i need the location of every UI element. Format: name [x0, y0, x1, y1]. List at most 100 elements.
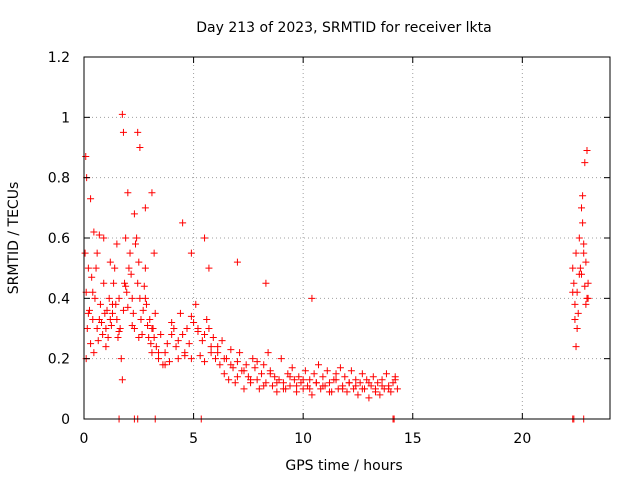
- data-point: [135, 334, 143, 342]
- data-point: [581, 282, 589, 290]
- x-tick-label: 10: [294, 431, 312, 447]
- data-point: [172, 343, 180, 351]
- data-point: [83, 325, 91, 332]
- data-point: [146, 315, 154, 323]
- data-point: [310, 370, 318, 378]
- data-point: [89, 288, 97, 296]
- data-point: [325, 388, 333, 396]
- data-point: [571, 315, 579, 323]
- data-point: [108, 300, 116, 308]
- data-point: [225, 376, 233, 384]
- data-point: [132, 240, 140, 248]
- data-point: [277, 355, 285, 363]
- data-point: [575, 234, 583, 242]
- data-point: [240, 367, 248, 375]
- data-point: [295, 373, 303, 381]
- data-point: [201, 234, 209, 242]
- data-point: [127, 270, 135, 278]
- data-point: [358, 385, 366, 393]
- data-point: [315, 361, 323, 369]
- data-point: [319, 373, 327, 381]
- data-point: [95, 315, 103, 323]
- data-point: [155, 349, 163, 357]
- data-point: [369, 373, 377, 381]
- data-point: [323, 367, 331, 375]
- data-point: [580, 249, 588, 257]
- data-point: [312, 379, 320, 387]
- data-point: [89, 315, 97, 323]
- data-point: [82, 153, 90, 161]
- data-point: [579, 219, 587, 227]
- data-point: [365, 394, 373, 402]
- data-point: [155, 355, 163, 363]
- data-point: [192, 300, 200, 308]
- data-point: [141, 204, 149, 212]
- data-point: [258, 370, 266, 378]
- data-point: [205, 264, 213, 272]
- data-point: [573, 325, 581, 332]
- data-point: [339, 385, 347, 393]
- data-point: [341, 373, 349, 381]
- data-point: [576, 264, 584, 272]
- data-point: [136, 144, 144, 151]
- data-point: [168, 318, 176, 326]
- data-point: [87, 340, 95, 348]
- axis-ticks: 0 0.2 0.4 0.6 0.8 1 1.2 0 5 10 15 20: [48, 50, 610, 447]
- data-point: [119, 306, 127, 314]
- data-point: [378, 376, 386, 384]
- data-point: [141, 264, 149, 272]
- x-tick-label: 5: [189, 431, 198, 447]
- data-point: [118, 376, 126, 384]
- data-point: [301, 367, 309, 375]
- data-point: [121, 279, 129, 287]
- data-point: [584, 294, 592, 302]
- data-point: [91, 294, 99, 302]
- data-point: [141, 294, 149, 302]
- x-tick-label: 0: [80, 431, 89, 447]
- data-point: [84, 309, 92, 317]
- data-point: [174, 337, 182, 345]
- data-point: [183, 325, 191, 332]
- data-point: [168, 331, 176, 339]
- data-point: [233, 358, 241, 366]
- data-point: [124, 189, 132, 197]
- data-point: [90, 349, 98, 357]
- data-point: [114, 334, 122, 342]
- data-point: [584, 279, 592, 287]
- data-point: [218, 337, 226, 345]
- data-point: [271, 373, 279, 381]
- data-point: [142, 300, 150, 308]
- data-point: [84, 264, 92, 272]
- data-point: [572, 343, 580, 351]
- data-point: [371, 388, 379, 396]
- data-point: [196, 352, 204, 360]
- data-point: [150, 334, 158, 342]
- data-point: [129, 309, 137, 317]
- data-point: [382, 370, 390, 378]
- data-point: [205, 325, 213, 332]
- data-point: [249, 355, 257, 363]
- data-point: [352, 382, 360, 390]
- data-points: [81, 110, 592, 423]
- data-point: [579, 192, 587, 200]
- data-point: [148, 349, 156, 357]
- data-point: [358, 370, 366, 378]
- data-point: [582, 258, 590, 266]
- data-point: [140, 282, 148, 290]
- data-point: [345, 379, 353, 387]
- data-point: [209, 334, 217, 342]
- data-point: [105, 294, 113, 302]
- data-point: [286, 373, 294, 381]
- data-point: [575, 270, 583, 278]
- data-point: [117, 355, 125, 363]
- data-point: [104, 334, 112, 342]
- y-tick-label: 0.8: [48, 171, 70, 187]
- data-point: [220, 355, 228, 363]
- data-point: [176, 309, 184, 317]
- data-point: [99, 331, 107, 339]
- data-point: [207, 343, 215, 351]
- data-point: [569, 288, 577, 296]
- data-point: [570, 279, 578, 287]
- data-point: [299, 385, 307, 393]
